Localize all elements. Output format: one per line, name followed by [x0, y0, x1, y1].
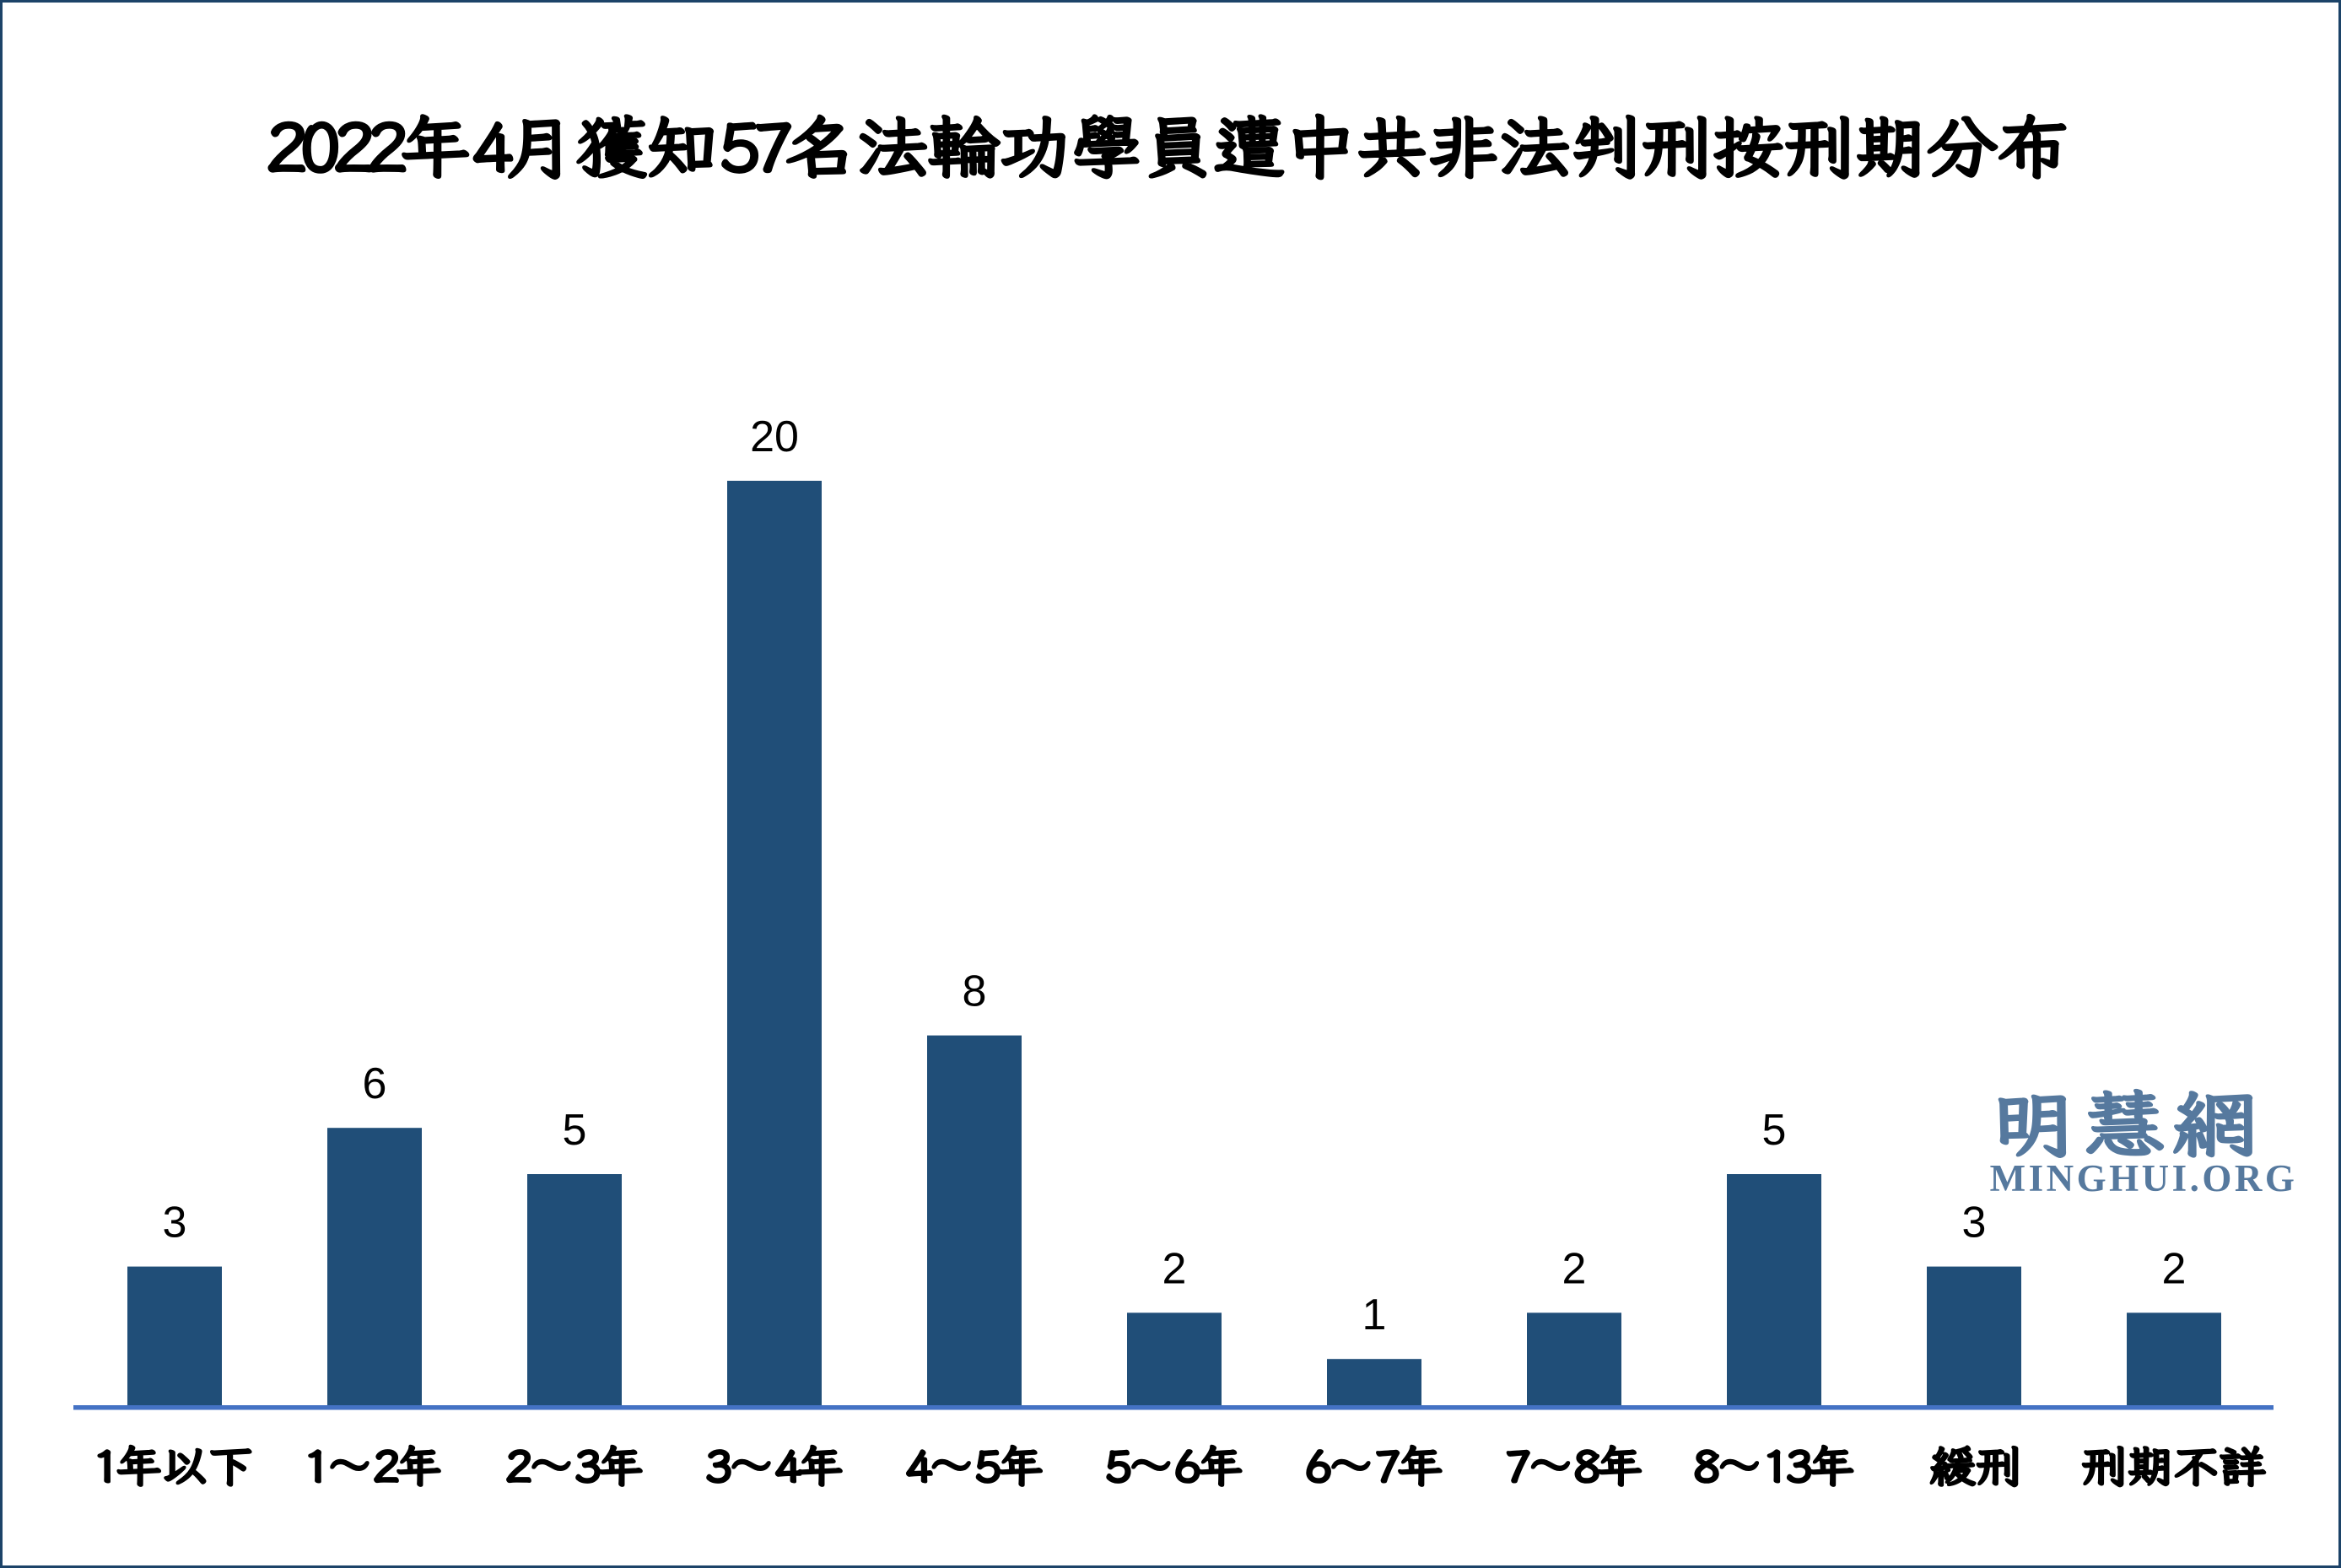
svg-text:3: 3: [163, 1199, 187, 1247]
svg-text:2: 2: [1562, 1244, 1587, 1293]
svg-text:5: 5: [563, 1106, 587, 1155]
svg-text:2: 2: [2162, 1244, 2187, 1293]
svg-text:6: 6: [363, 1059, 387, 1108]
svg-text:1: 1: [1362, 1291, 1387, 1339]
svg-text:8: 8: [963, 967, 987, 1016]
svg-text:5: 5: [1762, 1106, 1787, 1155]
svg-text:MINGHUI.ORG: MINGHUI.ORG: [1990, 1157, 2298, 1199]
svg-text:2: 2: [1162, 1244, 1187, 1293]
svg-text:20: 20: [750, 412, 799, 461]
svg-text:3: 3: [1962, 1199, 1987, 1247]
